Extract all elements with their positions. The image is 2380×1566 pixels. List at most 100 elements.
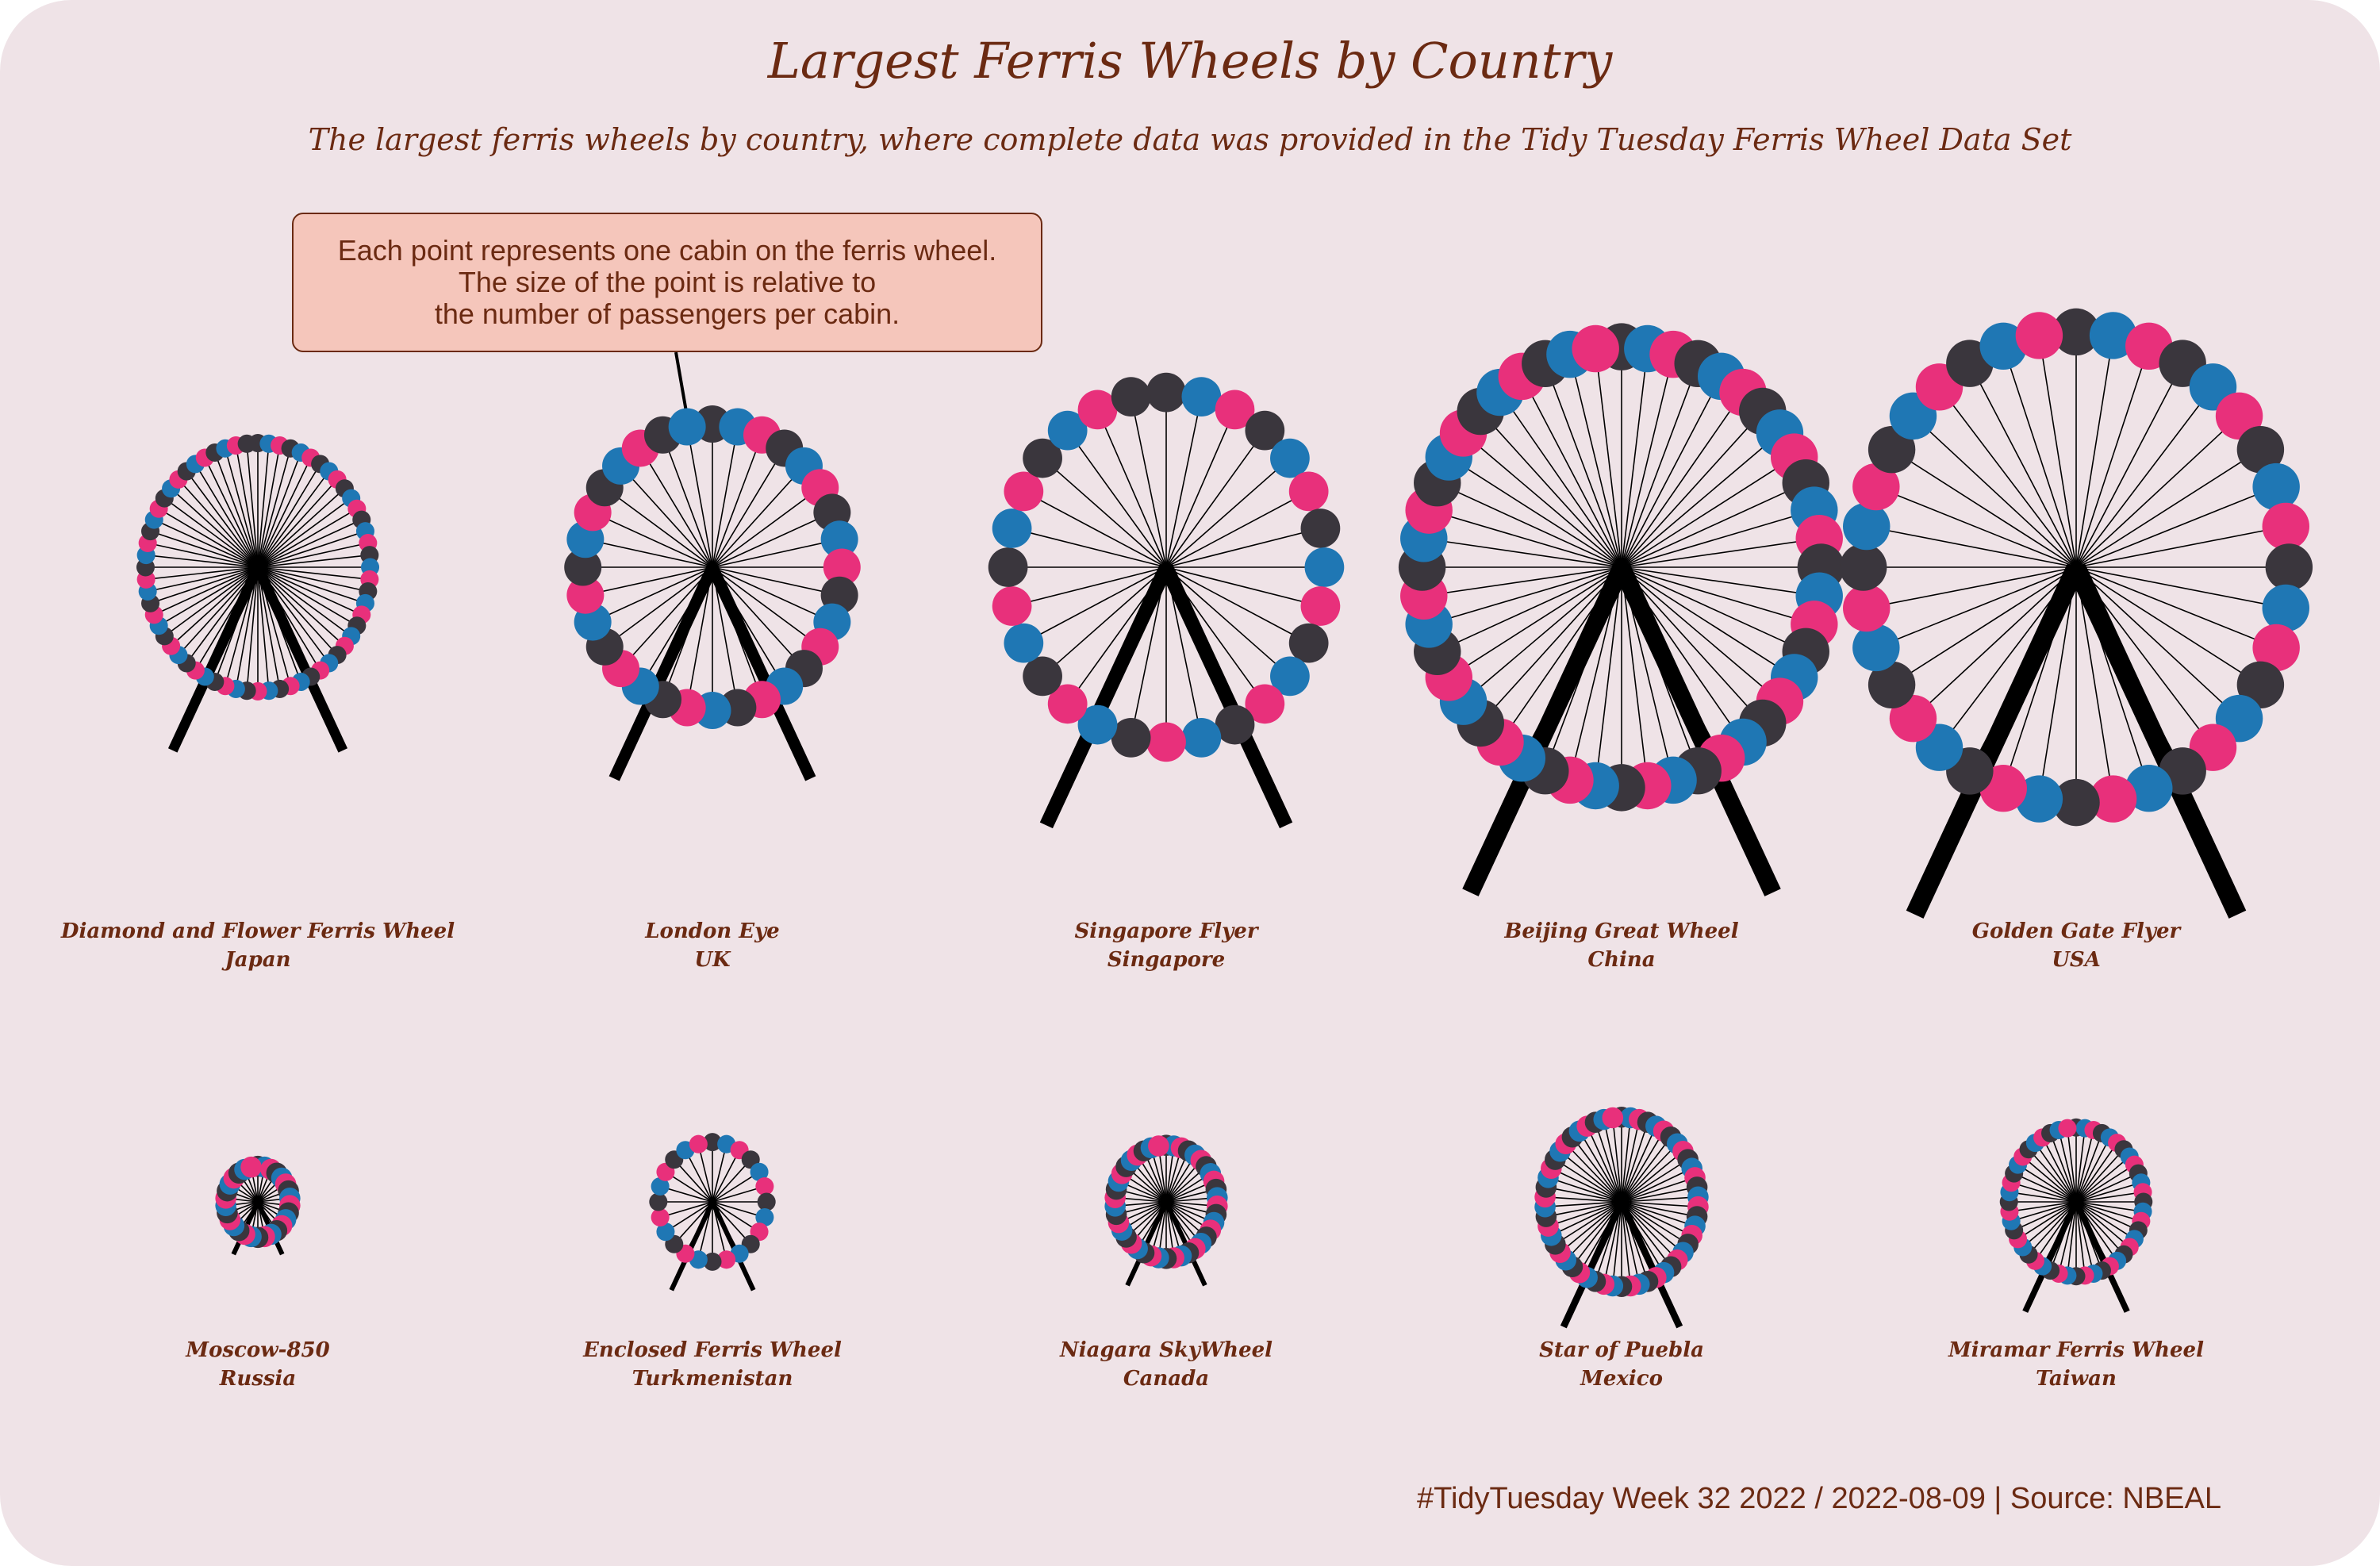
cabin-point (1288, 471, 1329, 512)
wheel-spoke (150, 530, 259, 568)
wheel-spoke (1621, 566, 1815, 625)
cabin-point (823, 548, 861, 586)
wheel-spoke (246, 443, 259, 568)
wheel-country-label: China (1587, 948, 1655, 972)
wheel-spoke (257, 443, 270, 568)
annotation-line-3: the number of passengers per cabin. (434, 297, 900, 330)
wheel-spoke (1621, 354, 1674, 568)
cabin-point (2262, 584, 2309, 632)
wheel-leg-right (2073, 1200, 2130, 1313)
wheel-spoke (1621, 1150, 1683, 1203)
wheel-spoke (1550, 1168, 1622, 1203)
wheel-spoke (1165, 396, 1203, 568)
ferris-wheel: Golden Gate Flyer USA (1839, 308, 2313, 972)
wheel-country-label: Singapore (1107, 948, 1225, 972)
wheel-spoke (712, 566, 739, 708)
wheel-leg-left (1906, 562, 2085, 919)
wheel-spoke (1572, 1201, 1622, 1268)
cabin-point (2015, 775, 2063, 823)
wheel-spoke (235, 445, 259, 568)
wheel-spoke (712, 566, 833, 623)
wheel-spoke (2075, 1156, 2130, 1203)
wheel-name-label: Star of Puebla (1539, 1338, 1704, 1362)
wheel-spoke (1621, 1143, 1678, 1203)
wheel-spoke (1428, 566, 1622, 625)
wheel-spoke (2049, 1133, 2077, 1203)
wheel-spoke (2075, 335, 2114, 568)
wheel-spoke (1621, 376, 1722, 568)
wheel-spoke (1165, 457, 1291, 568)
wheel-leg-right (2067, 562, 2247, 919)
cabin-point (1146, 372, 1186, 413)
wheel-spoke (1448, 456, 1622, 568)
wheel-spoke (1499, 392, 1622, 568)
wheel-spoke (1023, 490, 1167, 568)
wheel-spoke (1165, 409, 1236, 568)
wheel-spoke (2013, 1173, 2077, 1203)
wheel-spoke (662, 434, 713, 568)
cabin-point (1146, 722, 1186, 762)
wheel-spoke (1621, 1201, 1698, 1218)
wheel-spoke (585, 539, 713, 568)
cabin-point (1868, 661, 1916, 709)
wheel-name-label: Enclosed Ferris Wheel (582, 1338, 842, 1362)
wheel-name-label: London Eye (644, 919, 779, 943)
cabin-point (755, 1176, 774, 1196)
wheel-spoke (2049, 1201, 2077, 1271)
cabin-point (1181, 377, 1222, 416)
cabin-point (2089, 775, 2137, 823)
wheel-spoke (194, 463, 259, 568)
ferris-wheel: Niagara SkyWheel Canada (1059, 1134, 1273, 1391)
wheel-spoke (685, 1150, 713, 1203)
wheel-spoke (1042, 566, 1167, 677)
cabin-point (1868, 425, 1916, 474)
wheel-country-label: USA (2052, 948, 2101, 972)
wheel-spoke (712, 1201, 727, 1260)
wheel-spoke (1621, 1201, 1672, 1268)
wheel-spoke (1572, 1136, 1622, 1203)
cabin-point (1843, 502, 1891, 551)
wheel-spoke (257, 542, 368, 568)
wheel-spoke (1595, 566, 1622, 786)
wheel-spoke (257, 445, 281, 568)
cabin-point (1047, 410, 1088, 451)
wheel-spoke (1621, 566, 1674, 781)
cabin-point (1572, 324, 1619, 373)
wheel-spoke (1938, 566, 2077, 748)
wheel-spoke (1866, 566, 2077, 609)
cabin-point (2052, 308, 2100, 356)
cabin-point (1047, 684, 1088, 724)
wheel-spoke (1621, 1130, 1664, 1203)
cabin-point (2015, 312, 2063, 359)
wheel-leg-right (710, 1200, 756, 1292)
wheel-spoke (712, 566, 840, 596)
cabin-point (750, 1162, 769, 1181)
wheel-spoke (257, 566, 368, 593)
wheel-spoke (1463, 432, 1622, 568)
wheel-spoke (1621, 348, 1649, 568)
wheel-spoke (148, 566, 259, 593)
wheel-spoke (1096, 409, 1167, 568)
wheel-spoke (2009, 1201, 2077, 1213)
wheel-spokes (1545, 1117, 1699, 1287)
wheel-spoke (257, 566, 338, 656)
cabin-point (1245, 410, 1285, 451)
wheel-spoke (2075, 449, 2261, 568)
wheel-spoke (1545, 1196, 1622, 1203)
wheel-name-label: Miramar Ferris Wheel (1948, 1338, 2204, 1362)
wheel-spoke (662, 566, 713, 700)
wheel-spoke (2075, 1201, 2125, 1255)
cabin-point (2058, 1119, 2077, 1138)
wheel-spokes (582, 424, 843, 711)
wheel-spoke (2022, 1201, 2077, 1248)
wheel-spoke (697, 1201, 713, 1260)
wheel-spoke (1565, 1143, 1622, 1203)
wheel-spoke (2075, 1201, 2118, 1261)
annotation-callout: Each point represents one cabin on the f… (292, 213, 1042, 352)
wheel-spoke (1548, 1201, 1622, 1227)
cabin-point (757, 1192, 776, 1211)
wheel-spoke (712, 1201, 760, 1233)
wheel-spoke (674, 1159, 713, 1203)
wheel-spoke (2075, 1164, 2135, 1203)
wheel-name-label: Singapore Flyer (1074, 919, 1259, 943)
